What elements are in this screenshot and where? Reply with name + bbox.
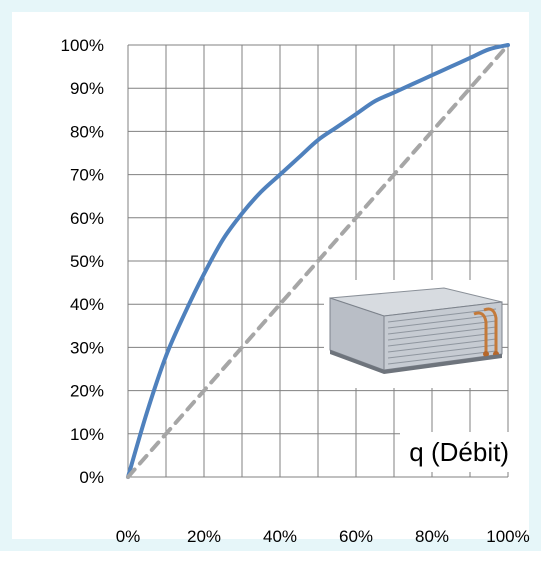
y-tick-label: 100%: [61, 36, 104, 55]
y-tick-label: 40%: [70, 295, 104, 314]
x-tick-label: 100%: [486, 527, 529, 546]
annotation-background: [400, 432, 510, 472]
y-tick-label: 60%: [70, 209, 104, 228]
y-tick-label: 30%: [70, 338, 104, 357]
y-tick-label: 20%: [70, 382, 104, 401]
series-line-linear: [126, 43, 510, 479]
chart-container: 0% 10% 20% 30% 40% 50% 60% 70% 80% 90% 100% 0% 20% 4…: [0, 0, 541, 551]
annotation-label: q (Débit): [409, 437, 509, 467]
y-axis-ticks: 0% 10% 20% 30% 40% 50% 60% 70% 80% 90% 100%: [61, 36, 104, 487]
series-line-curve: [126, 43, 510, 479]
x-tick-label: 80%: [415, 527, 449, 546]
grid: [127, 44, 509, 478]
x-axis-ticks: 0% 20% 40% 60% 80% 100%: [116, 527, 530, 546]
x-tick-label: 40%: [263, 527, 297, 546]
y-tick-label: 70%: [70, 166, 104, 185]
y-tick-label: 0%: [79, 468, 104, 487]
y-tick-label: 50%: [70, 252, 104, 271]
x-tick-label: 0%: [116, 527, 141, 546]
x-tick-label: 20%: [187, 527, 221, 546]
y-tick-label: 90%: [70, 79, 104, 98]
x-tick-label: 60%: [339, 527, 373, 546]
chart: 0% 10% 20% 30% 40% 50% 60% 70% 80% 90% 100% 0% 20% 4…: [61, 36, 530, 546]
series-layer: [126, 43, 510, 479]
y-tick-label: 80%: [70, 122, 104, 141]
fan-coil-unit-image: [324, 280, 503, 388]
y-tick-label: 10%: [70, 425, 104, 444]
